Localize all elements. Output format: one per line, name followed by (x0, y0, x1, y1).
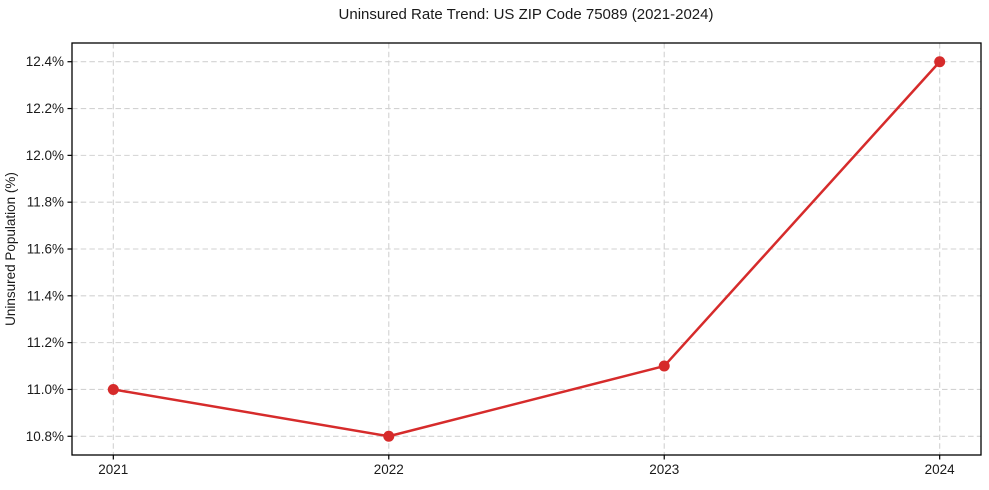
data-point-markers (107, 56, 946, 442)
y-tick-label: 11.4% (27, 288, 64, 303)
x-tick-label: 2022 (374, 462, 404, 477)
x-tick-label: 2023 (649, 462, 679, 477)
y-tick-label: 11.6% (27, 242, 64, 257)
y-tick-label: 12.4% (26, 54, 64, 69)
data-point (934, 56, 946, 68)
chart-title: Uninsured Rate Trend: US ZIP Code 75089 … (339, 6, 714, 23)
y-axis-label: Uninsured Population (%) (3, 172, 18, 326)
data-point (107, 383, 119, 395)
axis-ticks (67, 61, 941, 460)
y-tick-label: 12.2% (26, 101, 64, 116)
y-tick-label: 12.0% (26, 148, 64, 163)
gridlines (72, 43, 981, 455)
trend-line (112, 60, 941, 438)
x-tick-label: 2021 (98, 462, 128, 477)
x-tick-label: 2024 (925, 462, 956, 477)
data-point (383, 430, 395, 442)
y-tick-label: 10.8% (26, 429, 64, 444)
axis-tick-labels: 10.8% 11.0% 11.2% 11.4% 11.6% 11.8% 12.0% 12.2%… (26, 54, 955, 477)
y-tick-label: 11.8% (27, 195, 64, 210)
y-tick-label: 11.2% (27, 335, 64, 350)
y-tick-label: 11.0% (27, 382, 64, 397)
plot-area-border (71, 42, 982, 456)
data-point (658, 360, 670, 372)
